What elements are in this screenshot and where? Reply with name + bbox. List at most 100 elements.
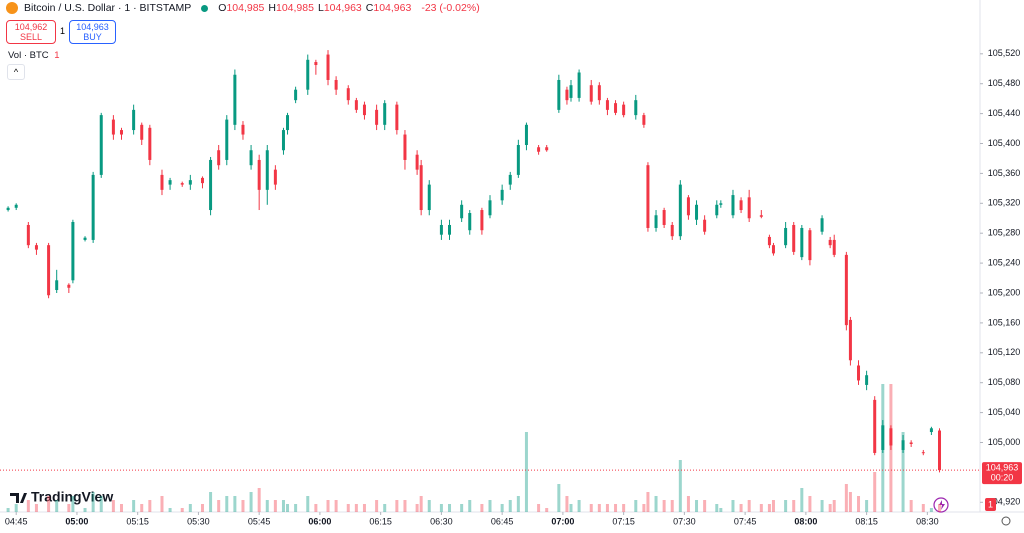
candle-body [719,203,723,205]
candle-body [828,239,832,246]
y-tick-label: 105,480 [988,78,1021,88]
candle-body [83,237,87,240]
candle-body [654,215,658,228]
sell-button[interactable]: 104,962 SELL [6,20,56,44]
ohlc-key: O [218,2,227,14]
candle-body [99,115,103,175]
icon-settings[interactable] [1001,516,1011,526]
volume-bar [695,500,699,512]
volume-bar [168,508,172,512]
candle-body [119,130,123,135]
candle-body [180,183,184,185]
ohlc-value: 104,985 [276,2,314,14]
x-tick-label: 05:30 [187,516,210,526]
volume-bar [545,508,549,512]
candle-body [403,134,407,160]
candle-body [800,227,804,258]
y-tick-label: 105,120 [988,347,1021,357]
volume-bar [771,500,775,512]
volume-bar [589,504,593,512]
volume-bar [83,508,87,512]
candle-body [715,204,719,216]
candle-body [703,219,707,232]
volume-bar [844,484,848,512]
x-tick-label: 07:30 [673,516,696,526]
x-tick-label: 05:15 [126,516,149,526]
candle-body [188,180,192,185]
volume-bar [820,500,824,512]
volume-bar [249,492,253,512]
ohlc-key: C [365,2,374,14]
candle-body [500,189,504,201]
candle-body [326,54,330,80]
brand: TradingView [31,489,113,505]
candle-body [132,109,136,131]
volume-bar [670,500,674,512]
collapse-button[interactable]: ^ [7,64,25,80]
volume-bar [569,504,573,512]
volume-bar [47,496,51,512]
buy-price: 104,963 [76,22,109,32]
candle-body [265,150,269,190]
volume-bar [6,508,10,512]
volume-bar [281,500,285,512]
x-tick-label: 06:30 [430,516,453,526]
volume-bar [508,500,512,512]
volume-bar [354,504,358,512]
candle-body [375,109,379,125]
candle-body [747,197,751,219]
countdown: 00:20 [991,473,1014,483]
candle-body [605,100,609,110]
candle-body [731,195,735,216]
volume-bar [784,500,788,512]
icon-lightning[interactable] [933,497,949,513]
volume-bar [468,500,472,512]
volume-bar [557,484,561,512]
volume-bar [646,492,650,512]
volume-bar [597,504,601,512]
symbol[interactable]: Bitcoin / U.S. Dollar · 1 · BITSTAMP [24,2,192,14]
volume-bar [119,504,123,512]
volume-bar [832,500,836,512]
candle-body [419,165,423,211]
volume-bar [111,500,115,512]
volume-bar [160,496,164,512]
x-tick-label: 08:30 [916,516,939,526]
candle-body [873,399,877,453]
volume-bar [715,504,719,512]
volume-bar [294,504,298,512]
candle-body [832,239,836,255]
candle-body [889,428,893,446]
candle-body [91,174,95,240]
candle-body [460,204,464,219]
volume-bar [938,504,942,512]
candle-body [614,103,618,113]
volume-bar [439,504,443,512]
volume-bar [719,508,723,512]
volume-legend: Vol · BTC 1 [8,50,60,61]
candle-body [140,124,144,140]
x-tick-label: 05:45 [248,516,271,526]
y-tick-label: 105,440 [988,108,1021,118]
buy-button[interactable]: 104,963 BUY [69,20,116,44]
candle-body [209,159,213,211]
candle-body [820,218,824,232]
volume-bar [67,504,71,512]
volume-bar [209,492,213,512]
volume-bar [26,500,30,512]
spread: 1 [60,26,66,36]
candle-body [557,79,561,110]
volume-bar [55,500,59,512]
volume-length: 1 [54,50,60,61]
volume-bar [148,500,152,512]
volume-bar [233,496,237,512]
volume-bar [614,504,618,512]
volume-bar [314,504,318,512]
candle-body [334,79,338,90]
volume-bar [516,496,520,512]
candle-body [565,89,569,101]
candle-body [642,115,646,125]
badge-box [985,498,996,511]
candle-body [362,104,366,116]
